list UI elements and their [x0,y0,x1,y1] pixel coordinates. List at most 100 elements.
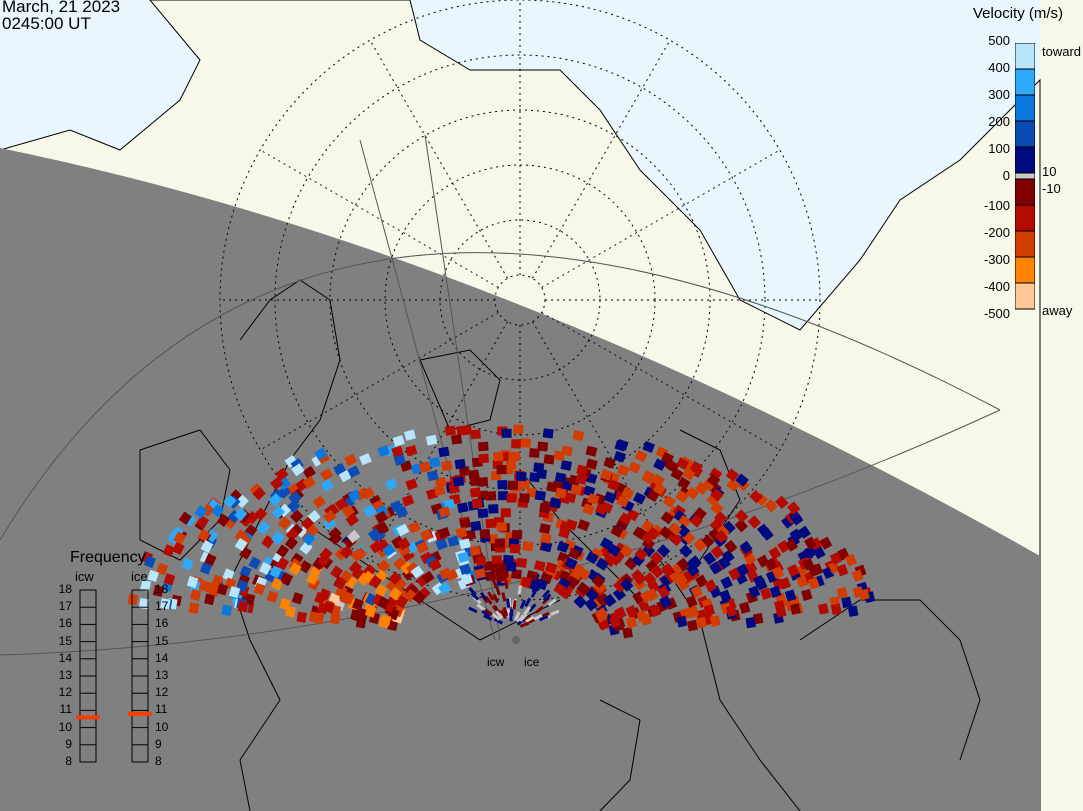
colorbar-segment-toward [1015,120,1035,148]
velocity-cell [576,581,590,595]
velocity-cell [140,579,152,592]
velocity-cell [506,598,511,608]
velocity-cell [789,528,803,542]
velocity-cell [819,536,833,550]
velocity-cell [234,537,248,552]
velocity-cell [375,521,389,535]
velocity-cell [628,461,641,474]
velocity-cell [573,595,587,609]
velocity-cell [600,469,613,481]
velocity-cell [666,460,680,473]
toward-label: toward [1042,44,1082,59]
velocity-cell [495,610,504,620]
velocity-cell [541,589,551,599]
velocity-cell [457,551,470,563]
velocity-cell [245,510,259,525]
velocity-cell [585,445,598,457]
velocity-colorbar [1015,43,1035,310]
velocity-cell [649,604,662,618]
velocity-cell [735,473,749,487]
velocity-cell [492,593,500,603]
velocity-cell [781,515,795,529]
velocity-cell [564,492,577,504]
velocity-cell [525,615,535,623]
velocity-cell [433,484,446,497]
velocity-cell [709,615,721,627]
date-label: March, 21 2023 [2,0,121,16]
velocity-cell [330,565,344,579]
velocity-cell [483,614,493,621]
velocity-cell [779,577,792,590]
velocity-cell [635,609,648,623]
velocity-cell [469,545,481,556]
velocity-cell [613,579,627,593]
velocity-cell [585,458,598,470]
frequency-bars [76,589,152,763]
velocity-cell [389,500,403,513]
velocity-cell [714,529,728,544]
velocity-cell [535,605,545,614]
velocity-cell [338,469,352,483]
velocity-cell [285,527,300,542]
velocity-cell [847,605,859,617]
velocity-cell [634,450,648,463]
velocity-cell [216,583,229,596]
velocity-cell [513,424,524,434]
colorbar-tick: 0 [1002,168,1010,183]
velocity-cell [529,448,540,458]
velocity-cell [728,567,741,581]
velocity-cell [710,545,724,559]
velocity-cell [204,593,215,606]
colorbar-tick: -500 [983,306,1010,321]
velocity-cell [739,601,751,614]
velocity-cell [659,595,672,609]
velocity-cell [377,445,390,458]
velocity-cell [438,506,451,518]
velocity-cells [127,424,876,644]
velocity-cell [397,537,411,551]
velocity-cell [302,475,316,489]
velocity-cell [223,494,237,508]
plus-threshold-label: 10 [1042,164,1057,179]
frequency-tick: 13 [58,668,72,682]
velocity-cell [540,541,553,553]
velocity-cell [625,605,638,618]
velocity-cell [374,584,388,598]
velocity-cell [363,504,377,518]
velocity-cell [642,469,655,483]
freq-label-icw: icw [75,569,94,584]
velocity-cell [749,489,763,504]
velocity-cell [764,499,778,513]
colorbar-tick: -400 [983,279,1010,294]
velocity-cell [528,603,537,613]
velocity-cell [607,543,621,557]
velocity-cell [695,574,708,588]
velocity-cell [646,526,661,541]
colorbar-tick: 500 [988,33,1010,48]
frequency-tick: 16 [58,616,72,631]
velocity-cell [405,478,418,491]
velocity-cell [632,492,646,505]
velocity-cell [495,538,506,548]
velocity-cell [237,600,249,613]
velocity-cell [511,529,523,540]
velocity-cell [646,489,660,503]
velocity-cell [388,571,402,585]
colorbar-tick: 200 [988,114,1010,129]
velocity-cell [290,509,304,524]
velocity-cell [198,579,211,593]
velocity-cell [468,606,478,614]
velocity-cell [523,606,532,616]
velocity-cell [314,447,328,461]
velocity-cell [512,600,517,610]
meridian-line [541,312,781,451]
velocity-cell [595,557,609,571]
velocity-cell [818,603,829,615]
velocity-cell [807,577,820,590]
velocity-cell [403,588,418,603]
velocity-cell [572,430,585,441]
velocity-cell [524,597,532,607]
velocity-cell [459,518,472,529]
velocity-cell [769,585,782,598]
velocity-cell [558,527,571,539]
